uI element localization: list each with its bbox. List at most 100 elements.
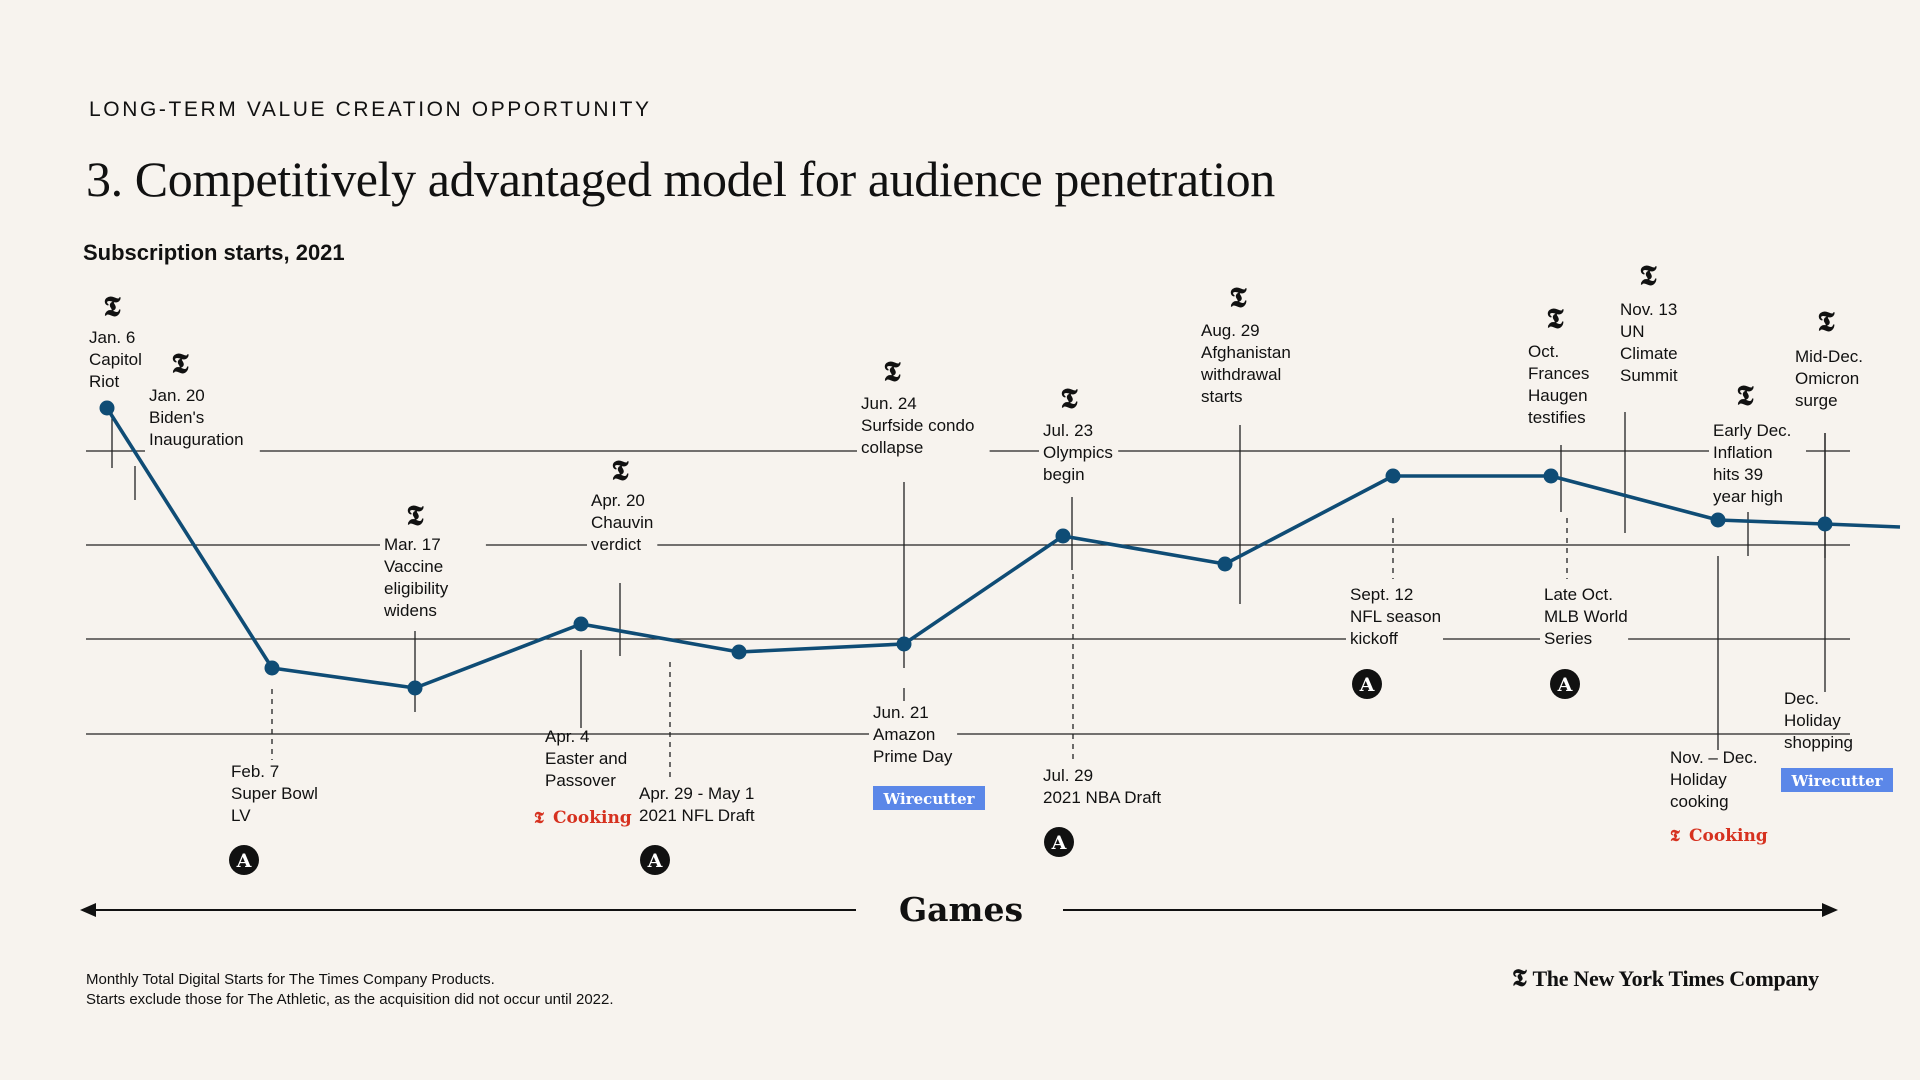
nyt-t-icon: 𝕿 xyxy=(171,347,189,380)
annotation-apr20: Apr. 20 Chauvin verdict 𝕿 xyxy=(587,454,658,559)
annotation-lateoct: Late Oct. MLB World Series A xyxy=(1540,583,1629,699)
label-bg-sep12 xyxy=(1346,583,1443,653)
annotation-text-jun24-1: Jun. 24 xyxy=(861,394,917,413)
annotation-text-nov13-3: Climate xyxy=(1620,344,1678,363)
data-point-dec xyxy=(1817,516,1833,532)
athletic-icon-letter: A xyxy=(647,850,663,872)
annotation-text-jun21-3: Prime Day xyxy=(873,747,953,766)
annotation-text-aug29-4: starts xyxy=(1201,387,1243,406)
annotation-text-apr4-2: Easter and xyxy=(545,749,627,768)
cooking-t-icon: 𝕿 xyxy=(1670,826,1680,845)
annotation-text-dec-3: shopping xyxy=(1784,733,1853,752)
annotation-text-novdec-1: Nov. – Dec. xyxy=(1670,748,1758,767)
athletic-icon xyxy=(1044,827,1074,857)
annotation-text-apr4-1: Apr. 4 xyxy=(545,727,589,746)
chart-subtitle: Subscription starts, 2021 xyxy=(83,240,345,265)
annotation-text-earlydec-1: Early Dec. xyxy=(1713,421,1791,440)
wirecutter-badge xyxy=(1781,768,1893,792)
data-point-mar xyxy=(407,680,423,696)
annotation-text-mar17-1: Mar. 17 xyxy=(384,535,441,554)
annotation-text-jul29-2: 2021 NBA Draft xyxy=(1043,788,1161,807)
athletic-icon xyxy=(1352,669,1382,699)
annotation-text-sep12-1: Sept. 12 xyxy=(1350,585,1413,604)
annotation-text-nov13-2: UN xyxy=(1620,322,1645,341)
nyt-t-icon: 𝕿 xyxy=(1639,259,1657,292)
annotation-text-apr20-3: verdict xyxy=(591,535,641,554)
annotation-text-oct-4: testifies xyxy=(1528,408,1586,427)
annotation-text-jan6-2: Capitol xyxy=(89,350,142,369)
annotation-text-sep12-3: kickoff xyxy=(1350,629,1398,648)
annotation-text-middec-1: Mid-Dec. xyxy=(1795,347,1863,366)
data-point-apr xyxy=(573,616,589,632)
annotation-text-jan20-2: Biden's xyxy=(149,408,204,427)
cooking-label: Cooking xyxy=(553,808,632,828)
nyt-t-icon: 𝕿 xyxy=(1060,382,1078,415)
annotation-text-feb7-2: Super Bowl xyxy=(231,784,318,803)
cooking-label: Cooking xyxy=(1689,826,1768,846)
games-label: Games xyxy=(899,890,1023,929)
annotation-text-earlydec-4: year high xyxy=(1713,487,1783,506)
data-point-may xyxy=(731,644,747,660)
label-bg-jun21 xyxy=(869,701,958,771)
cooking-t-icon: 𝕿 xyxy=(534,808,544,827)
annotation-oct: Oct. Frances Haugen testifies 𝕿 xyxy=(1528,302,1589,427)
data-point-sep xyxy=(1385,468,1401,484)
wirecutter-badge-label: Wirecutter xyxy=(1790,772,1883,790)
annotation-text-middec-2: Omicron xyxy=(1795,369,1859,388)
athletic-icon-letter: A xyxy=(1359,674,1375,696)
annotation-text-mar17-2: Vaccine xyxy=(384,557,443,576)
annotation-text-jun24-3: collapse xyxy=(861,438,923,457)
nyt-t-icon: 𝕿 xyxy=(1817,305,1835,338)
label-bg-apr20 xyxy=(587,489,658,559)
arrow-right-icon xyxy=(1822,903,1838,917)
annotation-text-jun21-2: Amazon xyxy=(873,725,935,744)
nyt-t-icon: 𝕿 xyxy=(406,499,424,532)
annotation-text-apr20-2: Chauvin xyxy=(591,513,653,532)
label-bg-jun24 xyxy=(857,392,990,462)
label-bg-mar17 xyxy=(380,533,486,625)
athletic-icon xyxy=(229,845,259,875)
annotation-leaders xyxy=(111,408,1826,777)
annotation-text-oct-3: Haugen xyxy=(1528,386,1588,405)
annotation-text-earlydec-2: Inflation xyxy=(1713,443,1773,462)
annotation-middec: Mid-Dec. Omicron surge 𝕿 xyxy=(1795,305,1863,410)
annotation-apr29: Apr. 29 - May 1 2021 NFL Draft A xyxy=(639,784,755,875)
nyt-t-icon: 𝕿 xyxy=(1512,966,1527,992)
annotation-text-feb7-1: Feb. 7 xyxy=(231,762,279,781)
annotation-jul29: Jul. 29 2021 NBA Draft A xyxy=(1043,766,1161,857)
annotation-text-mar17-3: eligibility xyxy=(384,579,449,598)
annotation-text-apr29-1: Apr. 29 - May 1 xyxy=(639,784,754,803)
annotation-jan20: Jan. 20 Biden's Inauguration 𝕿 xyxy=(145,347,260,454)
data-point-aug xyxy=(1217,556,1233,572)
annotation-text-novdec-3: cooking xyxy=(1670,792,1729,811)
annotation-text-aug29-1: Aug. 29 xyxy=(1201,321,1260,340)
label-bg-earlydec xyxy=(1709,419,1806,511)
annotation-text-middec-3: surge xyxy=(1795,391,1838,410)
annotation-text-aug29-2: Afghanistan xyxy=(1201,343,1291,362)
page-title: 3. Competitively advantaged model for au… xyxy=(86,151,1275,207)
label-bg-jan20 xyxy=(145,384,260,454)
annotation-text-jun21-1: Jun. 21 xyxy=(873,703,929,722)
annotation-text-lateoct-3: Series xyxy=(1544,629,1592,648)
annotation-text-nov13-1: Nov. 13 xyxy=(1620,300,1677,319)
series-line-group xyxy=(99,400,1901,696)
annotation-nov13: Nov. 13 UN Climate Summit 𝕿 xyxy=(1620,259,1678,385)
annotation-text-earlydec-3: hits 39 xyxy=(1713,465,1763,484)
annotation-text-lateoct-1: Late Oct. xyxy=(1544,585,1613,604)
annotation-jul23: Jul. 23 Olympics begin 𝕿 xyxy=(1039,382,1119,489)
annotation-jun24: Jun. 24 Surfside condo collapse 𝕿 xyxy=(857,355,990,462)
athletic-icon-letter: A xyxy=(1051,832,1067,854)
label-bg-jul23 xyxy=(1039,419,1119,489)
games-range-arrow: Games xyxy=(80,890,1838,929)
athletic-icon xyxy=(1550,669,1580,699)
data-point-jul xyxy=(1055,528,1071,544)
annotation-text-nov13-4: Summit xyxy=(1620,366,1678,385)
nyt-t-icon: 𝕿 xyxy=(611,454,629,487)
athletic-icon-letter: A xyxy=(1557,674,1573,696)
annotation-text-jul23-3: begin xyxy=(1043,465,1085,484)
nyt-t-icon: 𝕿 xyxy=(1736,379,1754,412)
annotation-dec: Dec. Holiday shopping Wirecutter xyxy=(1781,689,1893,792)
annotation-text-jan20-3: Inauguration xyxy=(149,430,244,449)
